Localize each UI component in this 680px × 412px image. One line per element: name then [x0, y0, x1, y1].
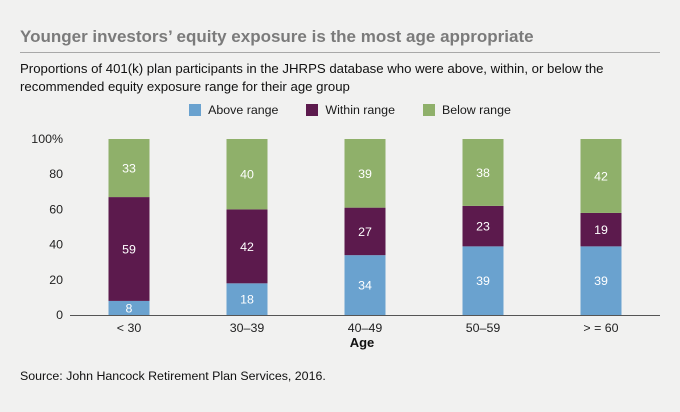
legend-swatch-below: [422, 104, 435, 116]
x-tick-label: < 30: [117, 321, 142, 335]
data-label: 19: [594, 223, 608, 237]
legend-label-within: Within range: [325, 103, 395, 117]
bar-segment-above-range: [462, 246, 504, 315]
bar-segment-within-range: [108, 197, 150, 301]
bar-segment-above-range: [580, 246, 622, 315]
data-label: 18: [240, 293, 254, 307]
x-tick-label: 50–59: [466, 321, 501, 335]
y-tick-label: 80: [49, 167, 63, 181]
bar-segment-below-range: [344, 139, 386, 208]
title-divider: [20, 52, 660, 53]
data-label: 39: [476, 274, 490, 288]
x-tick-label: 40–49: [348, 321, 383, 335]
chart-subtitle: Proportions of 401(k) plan participants …: [20, 61, 604, 94]
legend-label-above: Above range: [208, 103, 279, 117]
bar-segment-within-range: [580, 212, 622, 247]
data-label: 40: [240, 168, 254, 182]
legend: Above range Within range Below range: [20, 103, 680, 117]
bar-segment-above-range: [344, 255, 386, 315]
legend-swatch-above: [189, 104, 202, 116]
bar-segment-within-range: [462, 205, 504, 247]
x-tick-label: > = 60: [583, 321, 618, 335]
legend-label-below: Below range: [441, 103, 511, 117]
y-tick-label: 100%: [31, 132, 63, 146]
data-label: 59: [122, 243, 136, 257]
bar-segment-above-range: [108, 300, 150, 315]
data-label: 42: [594, 169, 608, 183]
data-label: 33: [122, 162, 136, 176]
bar-segment-below-range: [226, 139, 268, 210]
data-label: 38: [476, 166, 490, 180]
legend-item-above: Above range: [189, 103, 278, 117]
data-label: 34: [358, 279, 372, 293]
data-label: 39: [358, 167, 372, 181]
legend-item-below: Below range: [422, 103, 511, 117]
data-label: 27: [358, 225, 372, 239]
bar-segment-above-range: [226, 283, 268, 315]
bar-segment-below-range: [108, 139, 150, 198]
bar-segment-within-range: [344, 207, 386, 256]
y-tick-label: 40: [49, 238, 63, 252]
legend-swatch-within: [306, 104, 319, 116]
data-label: 8: [126, 301, 133, 315]
bar-segment-below-range: [580, 139, 622, 213]
x-axis-title: Age: [350, 335, 375, 350]
data-label: 23: [476, 220, 490, 234]
y-tick-label: 0: [56, 308, 63, 322]
bar-segment-within-range: [226, 209, 268, 284]
x-tick-label: 30–39: [230, 321, 265, 335]
y-tick-label: 60: [49, 202, 63, 216]
source-note: Source: John Hancock Retirement Plan Ser…: [20, 369, 326, 383]
data-label: 39: [594, 274, 608, 288]
legend-item-within: Within range: [306, 103, 395, 117]
y-tick-label: 20: [49, 273, 63, 287]
data-label: 42: [240, 240, 254, 254]
chart-title: Younger investors’ equity exposure is th…: [20, 27, 534, 46]
bar-segment-below-range: [462, 139, 504, 206]
